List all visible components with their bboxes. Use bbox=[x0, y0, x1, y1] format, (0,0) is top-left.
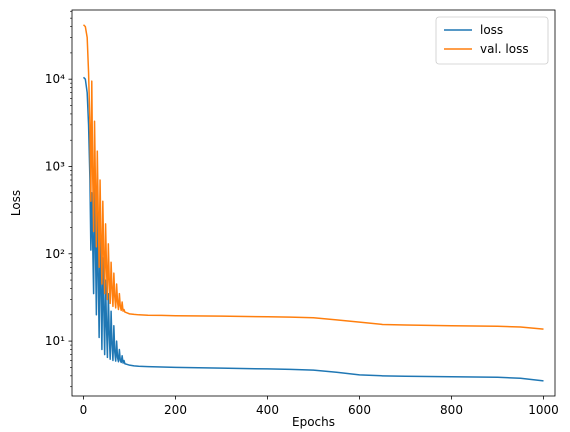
legend: loss val. loss bbox=[435, 16, 549, 65]
x-tick-label: 800 bbox=[440, 403, 463, 417]
x-tick-label: 0 bbox=[80, 403, 88, 417]
y-axis-ticks: 10¹ 10² 10³ 10⁴ bbox=[45, 10, 72, 388]
y-tick-label: 10⁴ bbox=[45, 72, 65, 86]
series-line-loss bbox=[82, 76, 544, 382]
plot-frame bbox=[71, 9, 556, 397]
x-tick-label: 1000 bbox=[528, 403, 559, 417]
y-tick-label: 10¹ bbox=[45, 334, 65, 348]
y-axis-label: Loss bbox=[9, 190, 23, 216]
legend-box bbox=[435, 16, 549, 65]
legend-label: val. loss bbox=[480, 42, 529, 56]
y-tick-label: 10³ bbox=[45, 159, 65, 173]
legend-label: loss bbox=[480, 23, 503, 37]
x-tick-label: 400 bbox=[256, 403, 279, 417]
x-axis-label: Epochs bbox=[292, 415, 335, 429]
series-line-val-loss bbox=[82, 24, 544, 330]
x-tick-label: 600 bbox=[348, 403, 371, 417]
x-tick-label: 200 bbox=[164, 403, 187, 417]
y-tick-label: 10² bbox=[45, 247, 65, 261]
series-layer bbox=[82, 24, 544, 382]
x-axis-ticks: 0 200 400 600 800 1000 bbox=[80, 396, 559, 417]
